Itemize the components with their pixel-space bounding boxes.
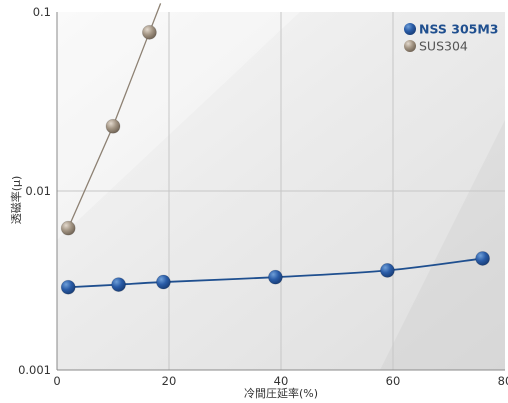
background-highlight	[57, 12, 300, 240]
data-point-nss305m3	[475, 251, 491, 266]
y-tick-label: 0.001	[18, 363, 51, 377]
legend-marker	[404, 40, 416, 52]
y-tick-label: 0.1	[33, 5, 51, 19]
data-point-nss305m3	[155, 274, 171, 290]
legend-label: NSS 305M3	[419, 22, 499, 37]
series-points	[60, 24, 491, 295]
x-tick-label: 80	[498, 374, 508, 388]
x-tick-label: 0	[53, 374, 60, 388]
data-point-sus304	[60, 220, 76, 236]
data-point-sus304	[105, 118, 121, 134]
series-line-sus304	[67, 3, 162, 229]
y-tick-label: 0.01	[25, 184, 51, 198]
legend-label: SUS304	[419, 39, 468, 54]
y-tick-labels: 0.001 0.01 0.1	[18, 5, 51, 377]
x-tick-labels: 0 20 40 60 80	[53, 374, 508, 388]
x-tick-label: 40	[274, 374, 289, 388]
x-tick-label: 20	[162, 374, 177, 388]
x-tick-label: 60	[386, 374, 401, 388]
axes	[56, 12, 505, 371]
x-axis-label: 冷間圧延率(%)	[244, 386, 318, 400]
legend: NSS 305M3 SUS304	[404, 22, 499, 54]
legend-marker	[404, 23, 416, 35]
data-point-nss305m3	[267, 269, 283, 285]
data-point-nss305m3	[60, 279, 76, 295]
data-point-nss305m3	[111, 277, 126, 292]
y-axis-label: 透磁率(μ)	[9, 176, 23, 225]
data-point-sus304	[141, 24, 157, 40]
data-point-nss305m3	[379, 263, 395, 278]
grid-lines	[57, 12, 505, 370]
